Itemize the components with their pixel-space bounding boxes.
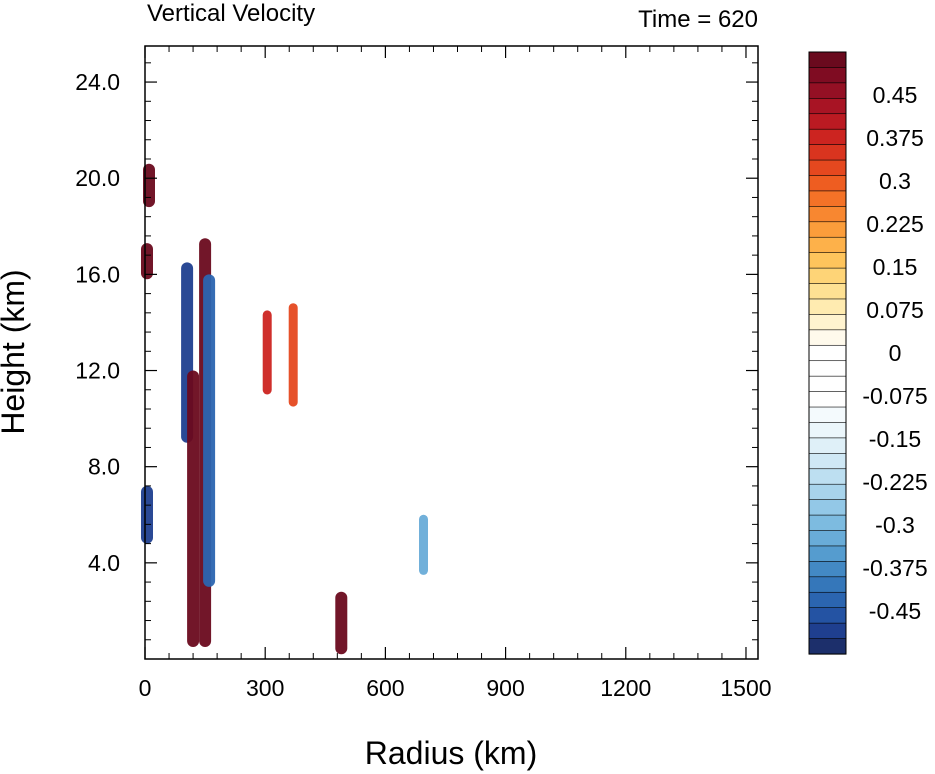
colorbar-swatch (808, 391, 847, 408)
plot-frame (144, 45, 759, 660)
colorbar-tick-label: 0.3 (879, 168, 911, 194)
colorbar-swatch (808, 67, 847, 84)
colorbar-swatch (808, 576, 847, 593)
colorbar-swatch (808, 51, 847, 69)
colorbar-tick-label: 0 (889, 340, 902, 366)
colorbar-swatch (808, 144, 847, 161)
y-tick-label: 20.0 (75, 165, 120, 191)
colorbar-swatch (808, 283, 847, 300)
colorbar-tick-label: 0.15 (873, 254, 918, 280)
updraft-feature-6 (141, 243, 153, 280)
time-label: Time = 620 (638, 6, 758, 33)
colorbar-swatch (808, 545, 847, 562)
colorbar-swatch (808, 175, 847, 192)
colorbar-swatch (808, 638, 847, 655)
updraft-feature-7 (262, 310, 272, 395)
colorbar-tick-label: 0.225 (866, 211, 924, 237)
minor-ticks (145, 46, 758, 659)
downdraft-feature-2 (203, 274, 216, 587)
colorbar-tick-label: 0.075 (866, 297, 924, 323)
y-tick-label: 16.0 (75, 261, 120, 287)
x-tick-label: 0 (139, 675, 152, 701)
colorbar-swatch (808, 422, 847, 439)
updraft-feature-3 (187, 370, 200, 647)
y-tick-label: 4.0 (88, 550, 120, 576)
x-tick-label: 600 (366, 675, 404, 701)
colorbar-tick-label: -0.225 (862, 469, 927, 495)
colorbar-tick-label: 0.375 (866, 125, 924, 151)
colorbar-swatch (808, 82, 847, 99)
colorbar-swatch (808, 329, 847, 346)
colorbar-swatch (808, 236, 847, 254)
colorbar-tick-label: 0.45 (873, 82, 918, 108)
colorbar-swatch (808, 406, 847, 424)
colorbar-swatch (808, 267, 847, 285)
colorbar-tick-label: -0.375 (862, 555, 927, 581)
colorbar-tick-label: -0.45 (869, 598, 921, 624)
colorbar-tick-label: -0.075 (862, 383, 927, 409)
colorbar-swatch (808, 221, 847, 238)
colorbar-swatch (808, 607, 847, 624)
plot-field (141, 163, 428, 655)
x-axis-label: Radius (km) (365, 735, 537, 771)
x-tick-label: 900 (486, 675, 524, 701)
colorbar-swatch (808, 344, 847, 362)
colorbar-swatch (808, 483, 847, 501)
x-tick-label: 300 (246, 675, 284, 701)
colorbar-swatch (808, 206, 847, 223)
colorbar-swatch (808, 499, 847, 516)
x-axis-ticks: 0 300 600 900 1200 1500 (139, 46, 772, 701)
colorbar-swatch (808, 622, 847, 640)
downdraft-feature-10 (419, 514, 428, 575)
colorbar-swatch (808, 159, 847, 177)
updraft-feature-8 (288, 303, 298, 407)
colorbar-swatch (808, 128, 847, 146)
colorbar-swatch (808, 530, 847, 547)
updraft-feature-5 (143, 163, 155, 208)
colorbar-tick-label: -0.15 (869, 426, 921, 452)
chart-title: Vertical Velocity (147, 0, 315, 27)
colorbar-swatch (808, 561, 847, 578)
colorbar-swatch (808, 98, 847, 115)
colorbar-labels: 0.45 0.375 0.3 0.225 0.15 0.075 0 -0.075 -0.15 -0… (862, 82, 927, 624)
colorbar-swatch (808, 468, 847, 485)
colorbar-swatch (808, 360, 847, 377)
colorbar-swatch (808, 190, 847, 207)
colorbar-swatch (808, 437, 847, 454)
downdraft-feature-4 (141, 485, 153, 544)
colorbar-swatch (808, 375, 847, 393)
x-tick-label: 1200 (600, 675, 651, 701)
colorbar-swatch (808, 453, 847, 470)
colorbar-swatch (808, 252, 847, 269)
updraft-feature-9 (335, 591, 348, 655)
colorbar-tick-label: -0.3 (875, 512, 915, 538)
colorbar-frame (808, 51, 847, 655)
colorbar-swatch (808, 514, 847, 532)
colorbar-swatch (808, 591, 847, 609)
x-tick-label: 1500 (720, 675, 771, 701)
colorbar-swatch (808, 298, 847, 316)
y-axis-ticks: 4.0 8.0 12.0 16.0 20.0 24.0 (75, 69, 758, 576)
y-axis-label: Height (km) (0, 269, 31, 434)
colorbar-swatch (808, 314, 847, 331)
y-tick-label: 12.0 (75, 358, 120, 384)
colorbar (808, 51, 847, 655)
y-tick-label: 24.0 (75, 69, 120, 95)
y-tick-label: 8.0 (88, 454, 120, 480)
colorbar-swatch (808, 113, 847, 130)
